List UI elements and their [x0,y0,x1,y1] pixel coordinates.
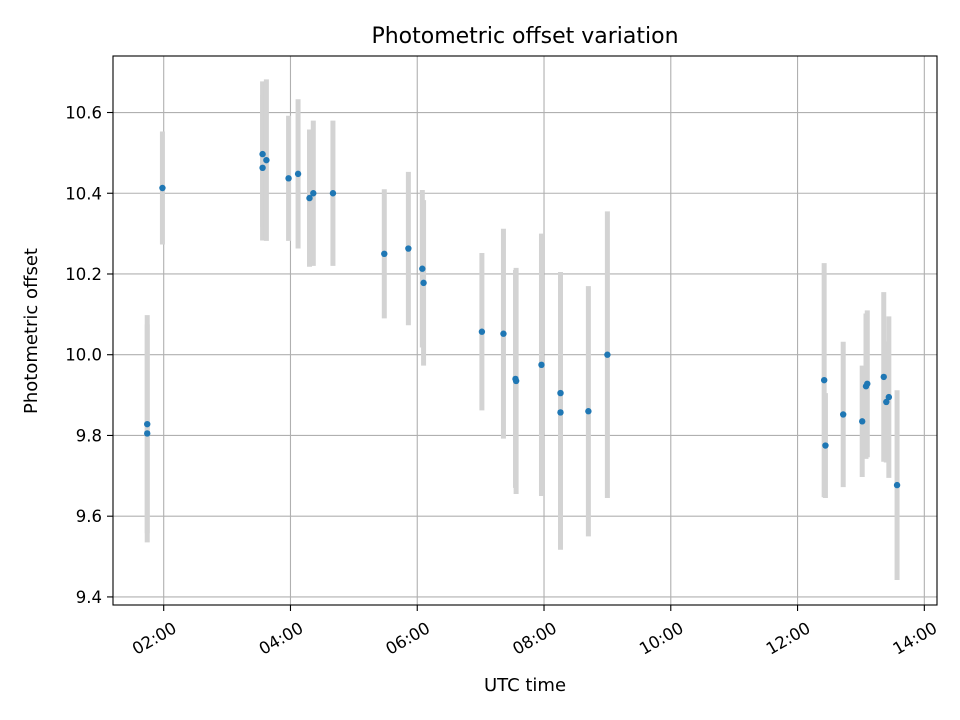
data-point [144,420,151,428]
y-tick-label: 10.6 [65,104,102,123]
y-axis-label: Photometric offset [21,248,42,414]
y-tick-label: 10.2 [65,265,102,284]
data-point [859,418,866,425]
data-point [420,279,427,287]
data-point [557,409,564,416]
x-axis-label: UTC time [484,675,566,696]
y-tick-label: 9.4 [76,588,102,607]
y-tick-label: 10.0 [65,346,102,365]
data-point [538,361,545,369]
data-point [883,398,890,406]
data-point [512,377,520,385]
data-point [893,481,901,489]
data-point [263,156,270,164]
data-point [885,393,893,401]
data-point [294,170,302,178]
data-point [405,245,412,252]
data-points [144,150,901,489]
grid-lines [113,56,937,605]
data-point [144,430,151,437]
data-point [864,380,871,387]
data-point [306,194,313,202]
data-point [604,351,611,358]
data-point [310,190,317,197]
plot-frame [112,55,938,606]
chart-title: Photometric offset variation [371,24,678,49]
data-point [381,250,388,258]
data-point [478,328,486,335]
data-point [159,184,166,192]
data-point [839,411,847,418]
data-point [285,175,292,182]
data-point [329,190,337,197]
data-point [557,389,564,397]
data-point [880,373,887,381]
data-point [822,442,829,449]
data-point [820,376,828,384]
data-point [585,408,592,415]
data-point [259,150,266,158]
data-point [500,330,507,337]
y-tick-label: 10.4 [65,184,102,203]
y-tick-label: 9.6 [76,507,102,526]
y-tick-label: 9.8 [76,426,102,445]
data-point [419,265,426,272]
data-point [259,164,266,172]
